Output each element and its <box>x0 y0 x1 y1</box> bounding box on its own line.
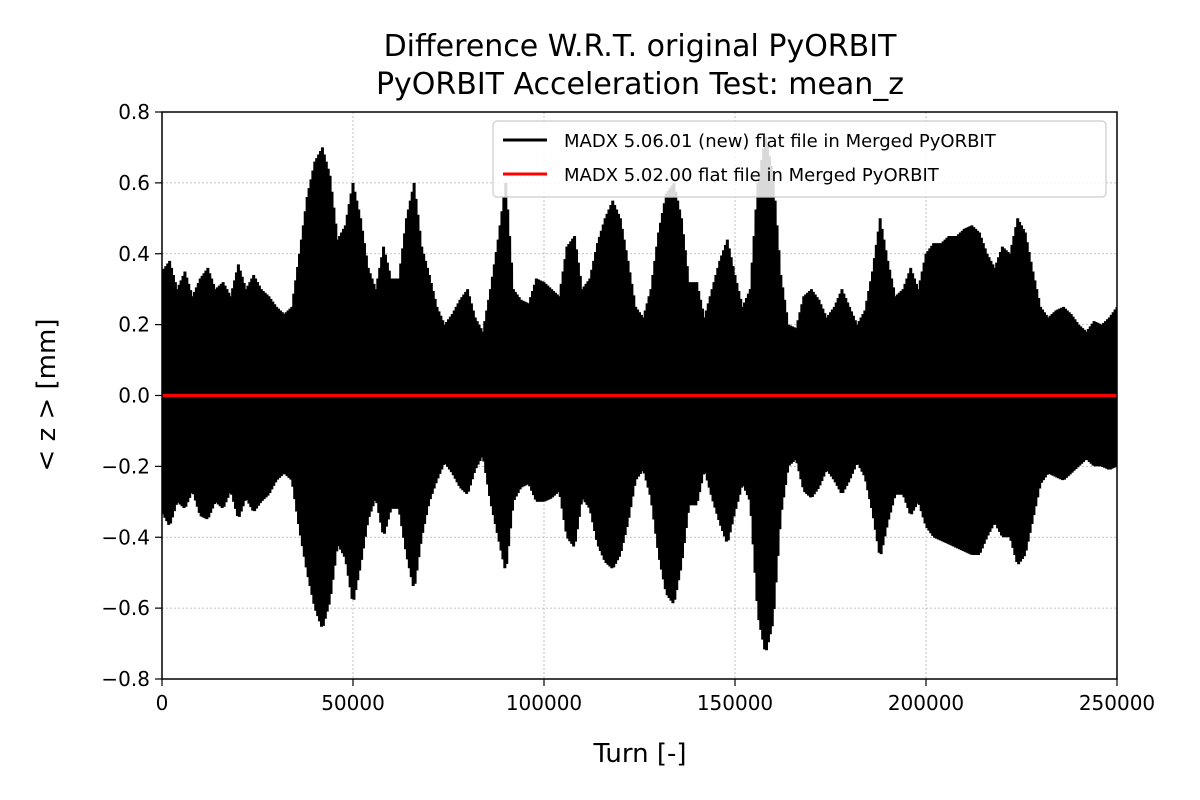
legend-box <box>492 120 1107 198</box>
x-axis-label: Turn [-] <box>592 739 686 769</box>
legend-label-0: MADX 5.06.01 (new) flat file in Merged P… <box>564 131 997 152</box>
y-tick-label: 0.0 <box>118 384 150 408</box>
x-tick-label: 150000 <box>697 691 773 715</box>
x-tick-label: 0 <box>156 691 169 715</box>
legend-label-1: MADX 5.02.00 flat file in Merged PyORBIT <box>564 165 940 186</box>
series-0-line <box>162 136 1117 651</box>
chart-subtitle: PyORBIT Acceleration Test: mean_z <box>376 67 904 102</box>
series-layer <box>162 136 1117 651</box>
x-tick-label: 200000 <box>888 691 964 715</box>
y-tick-label: −0.8 <box>101 667 150 691</box>
y-tick-label: 0.6 <box>118 171 150 195</box>
legend: MADX 5.06.01 (new) flat file in Merged P… <box>492 120 1107 198</box>
y-axis-label: < z > [mm] <box>32 319 62 472</box>
y-tick-label: −0.6 <box>101 596 150 620</box>
x-tick-label: 100000 <box>506 691 582 715</box>
y-tick-label: −0.4 <box>101 525 150 549</box>
y-tick-label: 0.8 <box>118 100 150 124</box>
x-tick-label: 250000 <box>1079 691 1155 715</box>
x-axis: 0 50000 100000 150000 200000 250000 <box>156 679 1155 715</box>
x-tick-label: 50000 <box>321 691 385 715</box>
chart-title: Difference W.R.T. original PyORBIT <box>384 29 898 64</box>
y-axis: −0.8 −0.6 −0.4 −0.2 0.0 0.2 0.4 0.6 0.8 <box>101 100 162 691</box>
y-tick-label: −0.2 <box>101 454 150 478</box>
y-tick-label: 0.2 <box>118 313 150 337</box>
y-tick-label: 0.4 <box>118 242 150 266</box>
